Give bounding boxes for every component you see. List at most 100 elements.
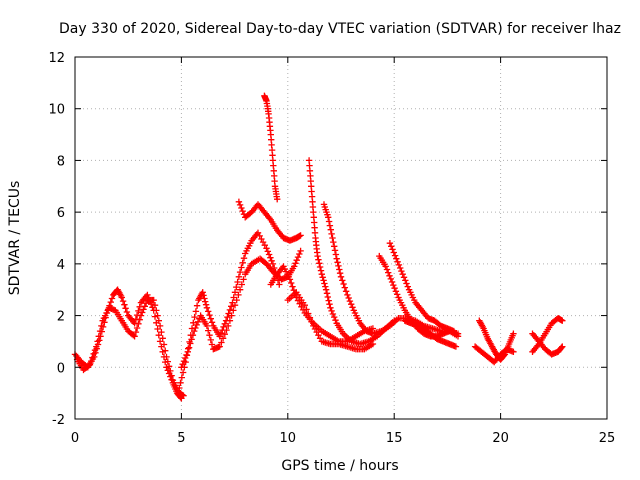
data-point bbox=[331, 243, 338, 250]
data-point bbox=[233, 283, 240, 291]
data-point bbox=[190, 319, 197, 326]
data-point bbox=[305, 310, 312, 317]
data-point bbox=[394, 291, 401, 298]
data-point bbox=[332, 317, 339, 324]
data-point bbox=[239, 259, 246, 266]
data-point bbox=[296, 250, 303, 258]
data-point bbox=[323, 290, 331, 297]
data-point bbox=[202, 301, 210, 308]
data-point bbox=[264, 248, 271, 255]
data-point bbox=[233, 296, 240, 304]
data-point bbox=[168, 372, 175, 379]
data-point bbox=[297, 232, 304, 239]
data-point bbox=[187, 340, 194, 347]
data-point bbox=[179, 369, 187, 376]
series-arc-6 bbox=[261, 92, 281, 203]
data-point bbox=[177, 379, 184, 386]
data-point bbox=[391, 285, 398, 292]
data-point bbox=[185, 344, 193, 351]
data-point bbox=[224, 313, 231, 321]
data-point bbox=[118, 294, 125, 301]
data-point bbox=[183, 351, 190, 359]
data-point bbox=[206, 332, 213, 339]
data-point bbox=[230, 307, 237, 314]
data-point bbox=[450, 327, 457, 335]
data-point bbox=[293, 257, 300, 264]
y-tick-label: 2 bbox=[57, 310, 65, 325]
data-point bbox=[121, 301, 128, 308]
data-point bbox=[159, 335, 166, 342]
data-point bbox=[331, 313, 338, 321]
data-point bbox=[393, 255, 400, 262]
series-arc-12 bbox=[386, 240, 457, 335]
data-point bbox=[330, 238, 337, 246]
data-point bbox=[268, 257, 275, 264]
data-point bbox=[335, 262, 342, 270]
y-tick-label: 4 bbox=[57, 258, 65, 273]
y-tick-label: 12 bbox=[48, 51, 65, 66]
data-point bbox=[346, 297, 354, 305]
data-point bbox=[306, 314, 314, 321]
axis-ticks: 0 5 10 15 20 25 -2 0 2 4 6 8 10 12 bbox=[48, 51, 615, 446]
data-point bbox=[326, 222, 334, 229]
data-point bbox=[180, 392, 187, 399]
data-point bbox=[123, 308, 131, 316]
y-tick-label: 0 bbox=[57, 361, 65, 376]
plot-frame bbox=[74, 56, 608, 420]
data-point bbox=[402, 277, 409, 284]
data-point bbox=[154, 312, 161, 319]
chart-title: Day 330 of 2020, Sidereal Day-to-day VTE… bbox=[59, 21, 621, 37]
data-point bbox=[239, 207, 246, 215]
series-arc-3 bbox=[176, 229, 283, 392]
data-point bbox=[317, 267, 325, 274]
series-arc-15 bbox=[471, 343, 517, 366]
y-tick-label: 10 bbox=[48, 103, 65, 118]
data-point bbox=[276, 281, 283, 288]
data-point bbox=[390, 249, 397, 256]
data-point bbox=[235, 198, 243, 205]
data-point bbox=[207, 315, 214, 322]
y-tick-label: 6 bbox=[57, 206, 65, 221]
data-point bbox=[267, 254, 274, 261]
data-point bbox=[397, 264, 404, 272]
data-point bbox=[94, 338, 101, 345]
data-point bbox=[341, 284, 348, 291]
data-point bbox=[382, 263, 389, 270]
data-point bbox=[228, 312, 235, 319]
series-arc-2 bbox=[73, 296, 187, 399]
data-point bbox=[193, 321, 200, 329]
data-point bbox=[308, 318, 315, 325]
data-point bbox=[342, 288, 350, 295]
data-point bbox=[88, 357, 95, 365]
data-point bbox=[150, 296, 157, 304]
data-point bbox=[155, 317, 162, 324]
data-point bbox=[163, 353, 170, 361]
data-point bbox=[345, 294, 352, 302]
data-point bbox=[510, 330, 517, 337]
data-point bbox=[328, 307, 335, 315]
data-point bbox=[141, 303, 148, 310]
data-point bbox=[331, 247, 339, 254]
data-point bbox=[107, 298, 114, 306]
data-point bbox=[334, 259, 341, 266]
data-point bbox=[234, 278, 241, 286]
data-point bbox=[322, 286, 330, 293]
data-points bbox=[71, 92, 566, 402]
data-point bbox=[131, 333, 138, 340]
data-point bbox=[225, 322, 232, 330]
data-point bbox=[122, 305, 129, 312]
data-point bbox=[182, 354, 189, 362]
data-point bbox=[192, 324, 199, 332]
data-point bbox=[322, 283, 329, 290]
data-point bbox=[297, 247, 304, 255]
data-point bbox=[208, 341, 216, 348]
data-point bbox=[151, 302, 159, 309]
data-point bbox=[191, 313, 198, 321]
data-point bbox=[91, 347, 99, 354]
data-point bbox=[395, 261, 403, 269]
data-point bbox=[388, 278, 396, 286]
data-point bbox=[329, 310, 337, 318]
data-point bbox=[325, 297, 332, 304]
